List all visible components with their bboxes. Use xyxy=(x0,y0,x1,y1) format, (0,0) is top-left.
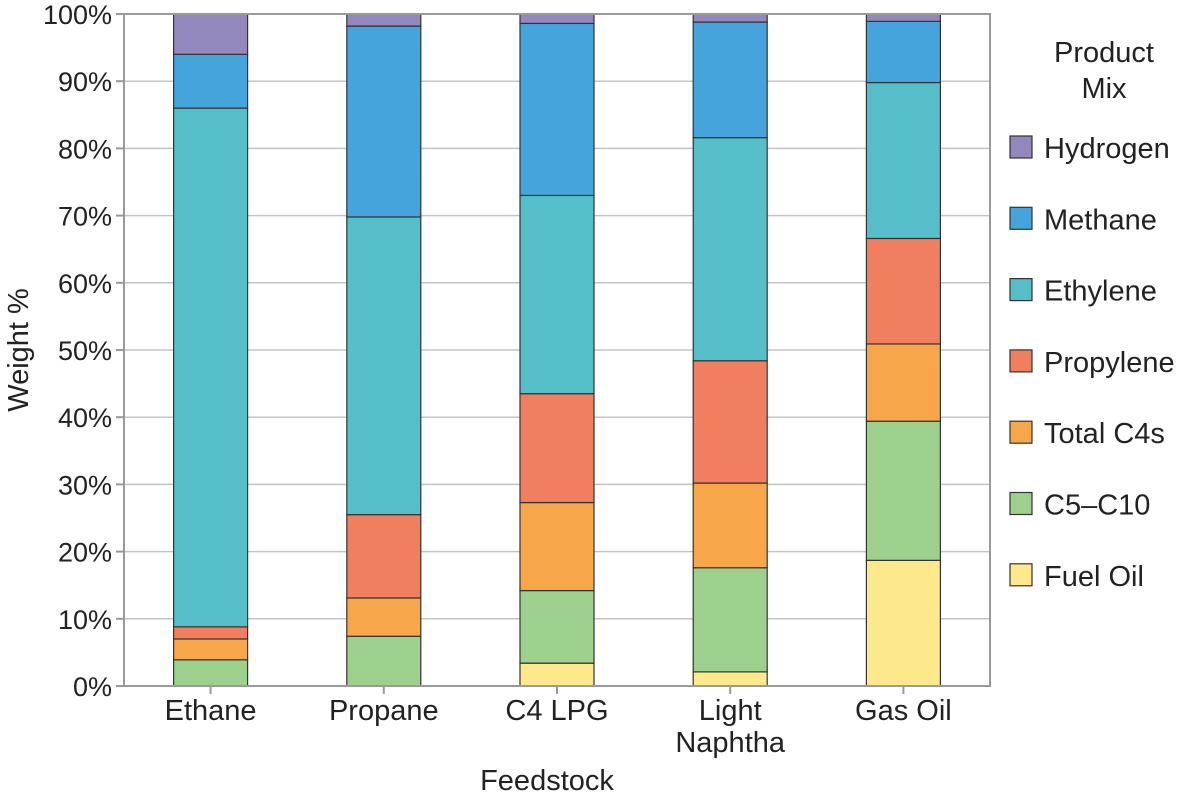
legend-swatch xyxy=(1009,349,1033,373)
y-tick-label: 30% xyxy=(58,470,112,500)
legend-item: Total C4s xyxy=(1009,418,1165,450)
legend-title: Mix xyxy=(1081,73,1127,105)
legend-label: Ethylene xyxy=(1044,276,1157,308)
legend-item: Methane xyxy=(1009,204,1157,236)
bar-segment xyxy=(865,343,942,422)
bar-segment xyxy=(346,13,422,27)
legend-item: Propylene xyxy=(1009,347,1175,379)
bar-segment xyxy=(692,482,768,569)
x-tick-label: Ethane xyxy=(165,695,257,727)
bar-segment xyxy=(346,635,422,687)
bar-segment xyxy=(865,20,942,84)
bars xyxy=(173,13,942,687)
y-axis-ticks: 0% 10% 20% 30% 40% 50% 60% 70% 80% 90% 100% xyxy=(43,0,124,702)
y-tick-label: 80% xyxy=(58,134,112,164)
y-tick-label: 10% xyxy=(58,605,112,635)
legend-label: Fuel Oil xyxy=(1044,561,1144,593)
bar-segment xyxy=(692,21,768,139)
x-tick-label: Gas Oil xyxy=(855,695,952,727)
bar-segment xyxy=(519,501,595,592)
legend-label: C5–C10 xyxy=(1044,490,1150,522)
x-tick-label: Light xyxy=(699,695,762,727)
legend-item: C5–C10 xyxy=(1009,490,1150,522)
legend-label: Hydrogen xyxy=(1044,133,1170,165)
x-axis-title: Feedstock xyxy=(480,765,614,795)
bar-segment xyxy=(519,662,595,687)
bar-segment xyxy=(519,13,595,25)
bar-segment xyxy=(519,22,595,197)
bar-segment xyxy=(865,559,942,687)
y-tick-label: 0% xyxy=(73,672,112,702)
bar-segment xyxy=(346,25,422,218)
x-tick-label: C4 LPG xyxy=(505,695,608,727)
bar-segment xyxy=(692,671,768,687)
bar-segment xyxy=(346,597,422,637)
legend-item: Hydrogen xyxy=(1009,133,1170,165)
legend-item: Fuel Oil xyxy=(1009,561,1144,593)
legend-swatch xyxy=(1009,420,1033,444)
y-tick-label: 70% xyxy=(58,202,112,232)
bar-segment xyxy=(173,107,249,628)
bar-stack xyxy=(692,13,768,687)
legend-swatch xyxy=(1009,491,1033,516)
y-tick-label: 60% xyxy=(58,269,112,299)
x-tick-label: Propane xyxy=(329,695,439,727)
bar-segment xyxy=(346,216,422,516)
legend-title: Product xyxy=(1054,37,1154,69)
legend-label: Propylene xyxy=(1044,347,1175,379)
legend: Product Mix Hydrogen Methane Ethylene Propyle… xyxy=(1009,37,1175,593)
bar-stack xyxy=(346,13,422,687)
bar-segment xyxy=(519,589,595,664)
bar-segment xyxy=(692,567,768,673)
bar-segment xyxy=(173,638,249,661)
y-tick-label: 20% xyxy=(58,538,112,568)
y-tick-label: 50% xyxy=(58,336,112,366)
bar-segment xyxy=(865,13,942,22)
legend-label: Total C4s xyxy=(1044,418,1165,450)
bar-segment xyxy=(173,53,249,109)
y-tick-label: 90% xyxy=(58,67,112,97)
x-tick-label: Naphtha xyxy=(675,727,786,759)
bar-segment xyxy=(692,137,768,362)
bar-stack xyxy=(173,13,249,687)
bar-segment xyxy=(346,514,422,599)
bar-segment xyxy=(173,13,249,55)
bar-stack xyxy=(519,13,595,687)
y-axis-title: Weight % xyxy=(3,288,35,412)
bar-segment xyxy=(173,626,249,640)
legend-item: Ethylene xyxy=(1009,276,1157,308)
bar-stack xyxy=(865,13,942,687)
y-tick-label: 100% xyxy=(43,0,112,30)
bar-segment xyxy=(173,659,249,687)
bar-segment xyxy=(519,393,595,504)
legend-swatch xyxy=(1009,278,1033,302)
bar-segment xyxy=(519,194,595,395)
bar-segment xyxy=(865,81,942,240)
legend-label: Methane xyxy=(1044,204,1157,236)
bar-segment xyxy=(865,237,942,345)
bar-segment xyxy=(692,360,768,484)
legend-swatch xyxy=(1009,206,1033,230)
legend-swatch xyxy=(1009,135,1033,159)
bar-segment xyxy=(692,13,768,23)
bar-segment xyxy=(865,420,942,561)
y-tick-label: 40% xyxy=(58,403,112,433)
legend-swatch xyxy=(1009,563,1033,587)
